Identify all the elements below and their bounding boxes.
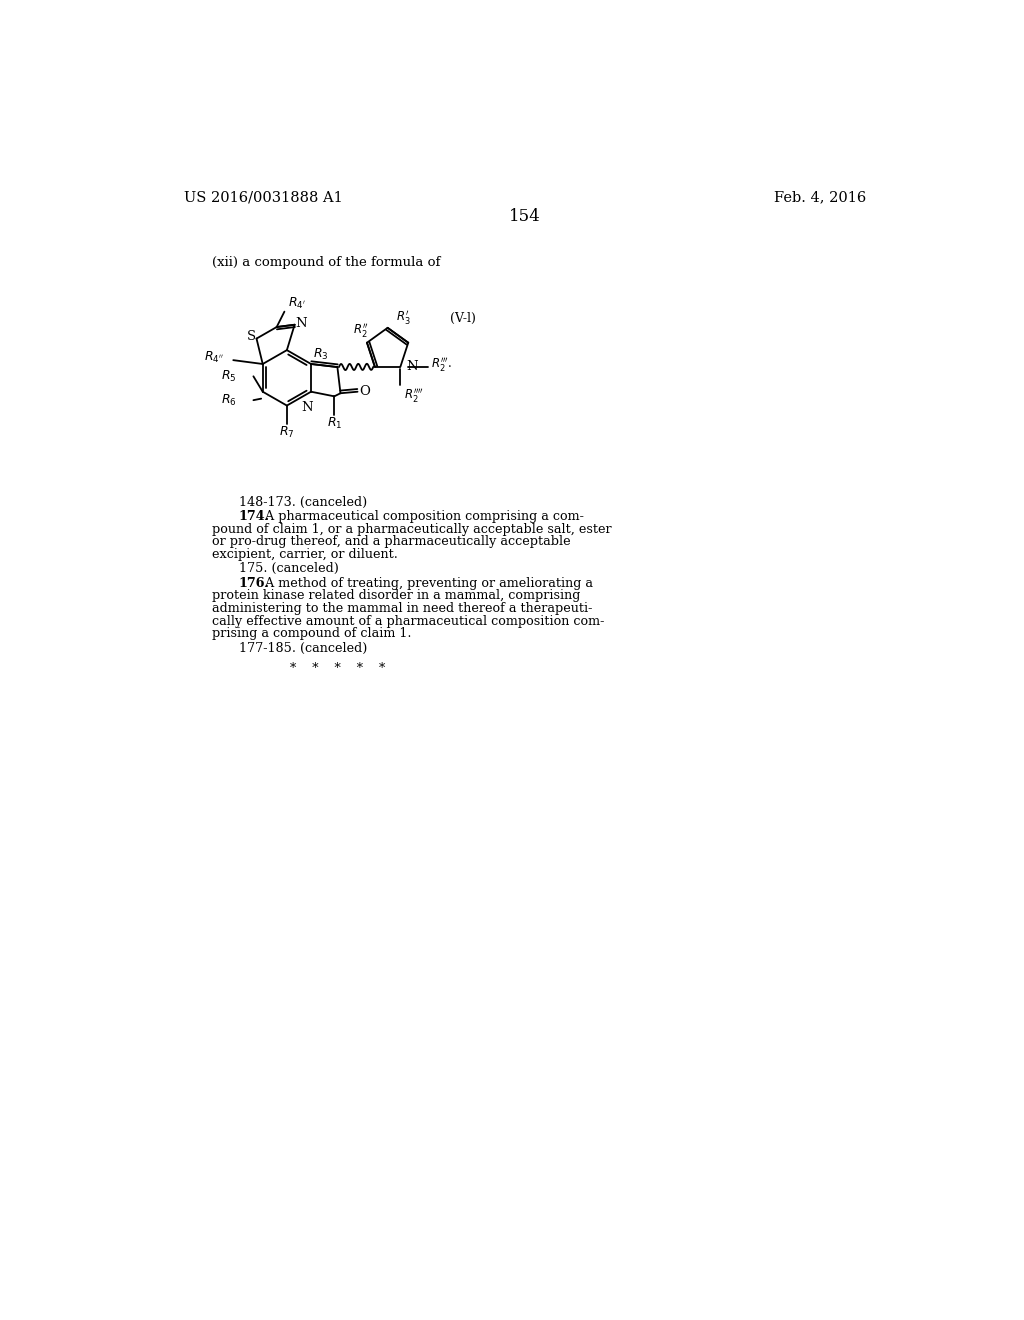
Text: 174.: 174.: [239, 510, 270, 523]
Text: $R_2''''$: $R_2''''$: [404, 385, 424, 404]
Text: A pharmaceutical composition comprising a com-: A pharmaceutical composition comprising …: [261, 510, 584, 523]
Text: (V-l): (V-l): [450, 313, 475, 326]
Text: $R_1$: $R_1$: [327, 416, 342, 430]
Text: (xii) a compound of the formula of: (xii) a compound of the formula of: [212, 256, 440, 269]
Text: $R_7$: $R_7$: [280, 425, 295, 440]
Text: $R_5$: $R_5$: [221, 368, 237, 384]
Text: $R_2'''$.: $R_2'''$.: [431, 355, 453, 374]
Text: 176.: 176.: [239, 577, 269, 590]
Text: excipient, carrier, or diluent.: excipient, carrier, or diluent.: [212, 548, 397, 561]
Text: A method of treating, preventing or ameliorating a: A method of treating, preventing or amel…: [261, 577, 593, 590]
Text: $R_6$: $R_6$: [221, 392, 237, 408]
Text: 154: 154: [509, 209, 541, 226]
Text: $R_3$: $R_3$: [312, 347, 328, 362]
Text: cally effective amount of a pharmaceutical composition com-: cally effective amount of a pharmaceutic…: [212, 615, 604, 627]
Text: Feb. 4, 2016: Feb. 4, 2016: [773, 191, 866, 205]
Text: N: N: [295, 317, 306, 330]
Text: $R_{4''}$: $R_{4''}$: [205, 350, 224, 364]
Text: N: N: [406, 360, 418, 374]
Text: or pro-drug thereof, and a pharmaceutically acceptable: or pro-drug thereof, and a pharmaceutica…: [212, 536, 570, 548]
Text: pound of claim 1, or a pharmaceutically acceptable salt, ester: pound of claim 1, or a pharmaceutically …: [212, 523, 611, 536]
Text: administering to the mammal in need thereof a therapeuti-: administering to the mammal in need ther…: [212, 602, 592, 615]
Text: $R_{4'}$: $R_{4'}$: [288, 296, 305, 310]
Text: N: N: [301, 401, 312, 414]
Text: S: S: [247, 330, 256, 343]
Text: protein kinase related disorder in a mammal, comprising: protein kinase related disorder in a mam…: [212, 589, 580, 602]
Text: 175. (canceled): 175. (canceled): [239, 562, 339, 576]
Text: $R_2''$: $R_2''$: [353, 321, 369, 339]
Text: *    *    *    *    *: * * * * *: [290, 663, 385, 675]
Text: 148-173. (canceled): 148-173. (canceled): [239, 496, 367, 508]
Text: O: O: [359, 385, 370, 399]
Text: prising a compound of claim 1.: prising a compound of claim 1.: [212, 627, 412, 640]
Text: $R_3'$: $R_3'$: [396, 308, 411, 326]
Text: US 2016/0031888 A1: US 2016/0031888 A1: [183, 191, 343, 205]
Text: 177-185. (canceled): 177-185. (canceled): [239, 642, 368, 655]
